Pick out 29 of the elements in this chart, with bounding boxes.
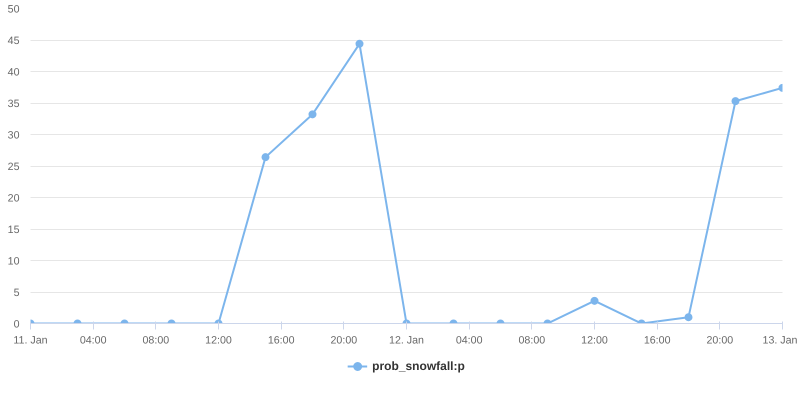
y-tick-label: 0 [14,318,20,330]
x-tick-label: 12:00 [205,334,232,346]
point [262,153,270,162]
y-tick-label: 10 [8,256,20,268]
y-tick-label: 30 [8,130,20,142]
y-tick-label: 50 [8,4,20,16]
x-tick-label: 16:00 [268,334,295,346]
legend-label: prob_snowfall:p [372,359,465,373]
x-tick-label: 16:00 [644,334,671,346]
y-tick-label: 40 [8,66,20,78]
y-tick-label: 20 [8,192,20,204]
x-tick-label: 20:00 [330,334,358,346]
x-tick-label: 04:00 [80,334,107,346]
x-tick-label: 04:00 [456,334,483,346]
x-tick-label: 12. Jan [389,334,424,346]
x-tick-label: 20:00 [706,334,734,346]
point [732,97,740,106]
y-tick-label: 25 [8,161,20,173]
y-tick-label: 45 [8,35,20,47]
x-tick-label: 11. Jan [13,334,48,346]
x-tick-label: 13. Jan [762,334,798,346]
y-tick-label: 35 [8,98,20,110]
y-tick-label: 15 [8,224,20,236]
x-tick-label: 12:00 [581,334,608,346]
point [308,110,316,118]
y-tick-label: 5 [14,287,20,299]
point [356,40,364,48]
x-tick-label: 08:00 [142,334,170,346]
x-tick-label: 08:00 [518,334,546,346]
